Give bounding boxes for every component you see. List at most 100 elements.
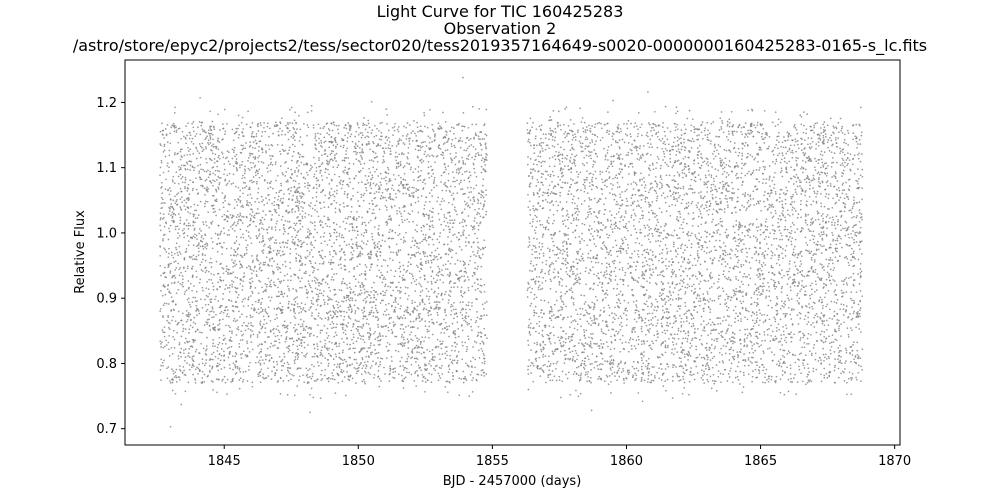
data-point: [475, 319, 478, 322]
data-point: [396, 315, 399, 318]
data-point: [230, 300, 233, 302]
data-point: [169, 272, 172, 274]
data-point: [382, 155, 385, 158]
data-point: [249, 314, 252, 317]
data-point: [352, 256, 354, 259]
data-point: [303, 123, 305, 125]
data-point: [423, 375, 425, 378]
data-point: [184, 164, 186, 167]
data-point: [228, 351, 231, 353]
data-point: [213, 125, 215, 128]
data-point: [423, 356, 426, 359]
data-point: [313, 221, 316, 223]
data-point: [423, 207, 426, 210]
data-point: [342, 170, 344, 173]
data-point: [394, 349, 397, 352]
data-point: [441, 340, 444, 343]
data-point: [273, 340, 276, 343]
data-point: [373, 373, 376, 376]
data-point: [277, 278, 280, 280]
data-point: [339, 226, 341, 228]
data-point: [317, 324, 319, 326]
data-point: [244, 329, 247, 332]
data-point: [168, 265, 170, 267]
data-point: [246, 200, 248, 202]
data-point: [234, 366, 237, 369]
data-point: [373, 247, 376, 249]
data-point: [292, 127, 295, 129]
data-point: [411, 210, 414, 213]
data-point: [471, 391, 474, 393]
data-point: [361, 223, 363, 226]
data-point: [458, 238, 461, 241]
data-point: [242, 333, 245, 336]
data-point: [201, 184, 204, 187]
data-point: [417, 200, 420, 203]
data-point: [247, 296, 250, 299]
data-point: [442, 281, 445, 284]
data-point: [308, 190, 310, 192]
data-point: [377, 188, 380, 190]
data-point: [432, 182, 435, 185]
data-point: [384, 278, 387, 280]
data-point: [262, 261, 265, 264]
data-point: [195, 348, 198, 351]
data-point: [377, 175, 380, 177]
data-point: [290, 177, 293, 180]
data-point: [316, 231, 319, 234]
data-point: [315, 148, 318, 151]
data-point: [309, 205, 312, 208]
data-point: [447, 371, 450, 373]
data-point: [316, 179, 318, 182]
data-point: [290, 135, 293, 138]
data-point: [286, 394, 289, 396]
data-point: [471, 275, 474, 277]
data-point: [251, 315, 254, 318]
data-point: [461, 358, 463, 361]
data-point: [228, 352, 231, 355]
data-point: [215, 200, 217, 202]
data-point: [167, 263, 170, 266]
data-point: [161, 198, 164, 201]
data-point: [484, 334, 486, 336]
data-point: [422, 308, 425, 311]
data-point: [242, 280, 245, 283]
data-point: [193, 227, 196, 230]
data-point: [479, 144, 482, 146]
data-point: [412, 191, 415, 194]
data-point: [354, 293, 356, 296]
data-point: [239, 228, 242, 231]
data-point: [160, 202, 163, 205]
data-point: [191, 355, 194, 358]
data-point: [195, 276, 198, 278]
data-point: [316, 354, 318, 357]
data-point: [447, 260, 450, 262]
data-point: [420, 158, 423, 161]
data-point: [480, 196, 482, 199]
data-point: [457, 124, 460, 126]
data-point: [417, 364, 420, 367]
data-point: [184, 138, 187, 140]
data-point: [310, 109, 313, 112]
data-point: [204, 243, 206, 246]
data-point: [297, 170, 300, 173]
data-point: [468, 153, 471, 156]
data-point: [384, 171, 387, 173]
data-point: [358, 332, 361, 335]
data-point: [206, 135, 208, 138]
data-point: [252, 181, 255, 183]
data-point: [185, 250, 188, 253]
data-point: [311, 265, 313, 268]
data-point: [163, 359, 165, 362]
data-point: [462, 381, 465, 384]
data-point: [358, 147, 361, 149]
data-point: [292, 343, 294, 346]
data-point: [242, 216, 245, 218]
data-point: [393, 126, 396, 128]
data-point: [191, 122, 193, 125]
data-point: [284, 265, 287, 268]
data-point: [442, 264, 445, 267]
data-point: [357, 133, 360, 136]
data-point: [273, 307, 276, 310]
data-point: [194, 368, 197, 371]
